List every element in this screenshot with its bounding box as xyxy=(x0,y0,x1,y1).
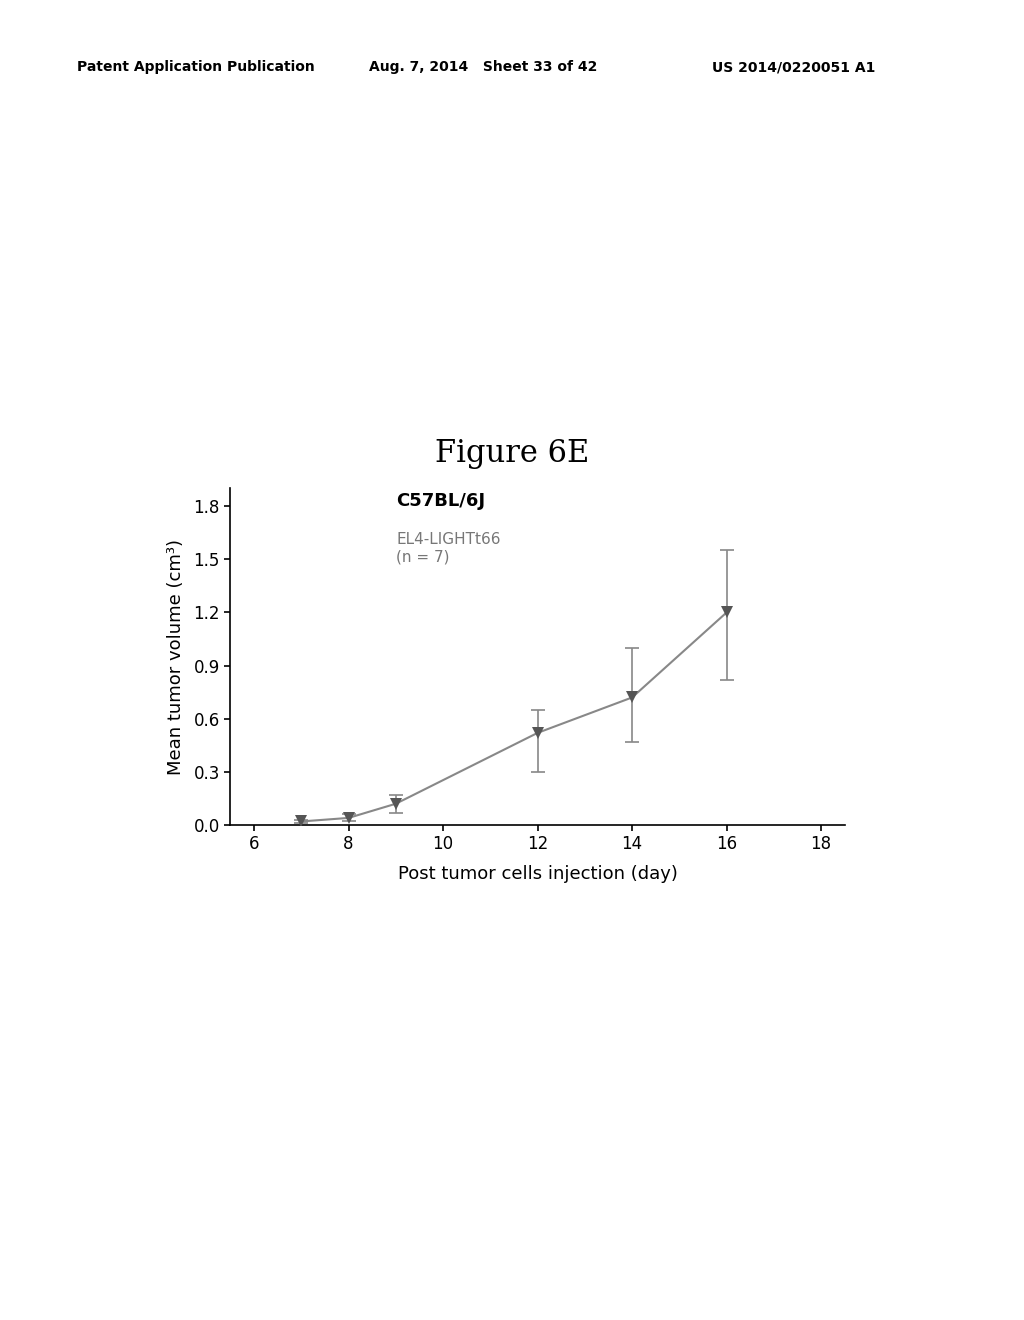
Text: Aug. 7, 2014   Sheet 33 of 42: Aug. 7, 2014 Sheet 33 of 42 xyxy=(369,59,597,74)
Text: C57BL/6J: C57BL/6J xyxy=(396,492,485,510)
Text: EL4-LIGHTt66
(n = 7): EL4-LIGHTt66 (n = 7) xyxy=(396,532,501,565)
Y-axis label: Mean tumor volume (cm³): Mean tumor volume (cm³) xyxy=(167,539,185,775)
Text: US 2014/0220051 A1: US 2014/0220051 A1 xyxy=(712,59,876,74)
Text: Figure 6E: Figure 6E xyxy=(435,438,589,469)
X-axis label: Post tumor cells injection (day): Post tumor cells injection (day) xyxy=(397,865,678,883)
Text: Patent Application Publication: Patent Application Publication xyxy=(77,59,314,74)
